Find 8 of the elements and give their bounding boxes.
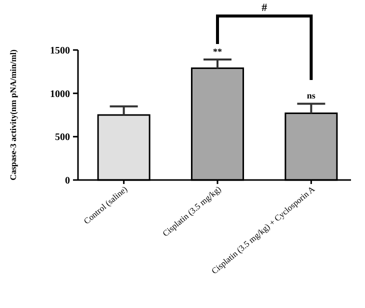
y-tick-label: 1500	[50, 46, 70, 56]
y-tick-label: 1000	[50, 88, 70, 100]
annotation: ns	[306, 90, 316, 101]
y-tick-label: 0	[65, 176, 70, 186]
y-tick-label: 500	[55, 132, 70, 144]
text: #	[262, 2, 268, 14]
y-axis-title: Caspase-3 activity(nm pNA/min/ml)	[8, 49, 18, 180]
annotation: **	[213, 46, 222, 57]
